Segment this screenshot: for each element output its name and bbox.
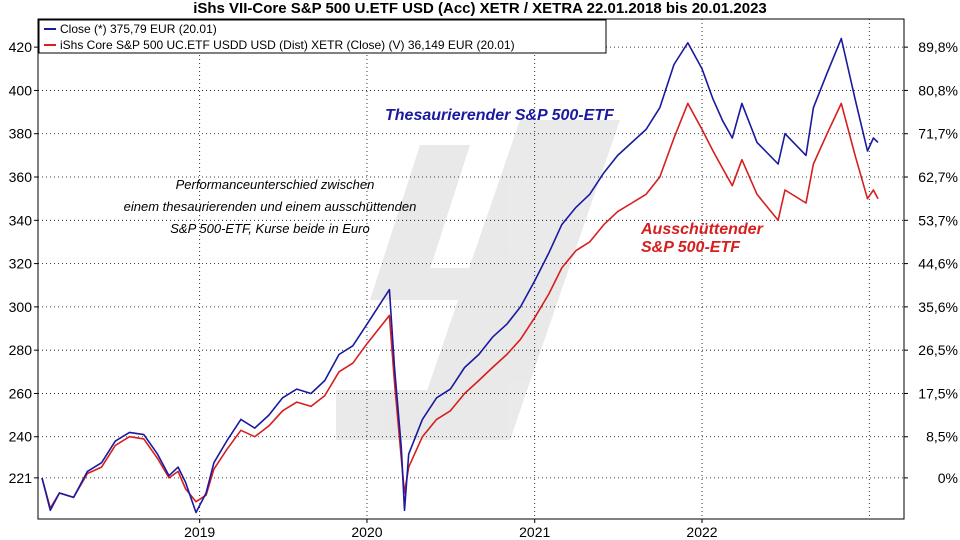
series-line-distributing	[41, 102, 879, 509]
y-tick-label-right: 89,8%	[918, 39, 958, 55]
y-tick-label-right: 71,7%	[918, 126, 958, 142]
plot-area	[37, 18, 905, 520]
legend-box	[38, 19, 607, 54]
y-axis-left: 420 400 380 360 340 320 300 280 260 240 221	[9, 39, 38, 486]
x-tick-label: 2019	[184, 524, 215, 540]
chart-title: iShs VII-Core S&P 500 U.ETF USD (Acc) XE…	[193, 0, 767, 17]
y-tick-label-left: 400	[9, 82, 33, 98]
y-tick-label-right: 80,8%	[918, 82, 958, 98]
y-tick-label-left: 300	[9, 299, 33, 315]
x-axis: 2019 2020 2021 2022	[184, 519, 718, 540]
y-tick-label-right: 0%	[938, 470, 958, 486]
y-tick-label-left: 420	[9, 39, 33, 55]
y-tick-label-left: 360	[9, 169, 33, 185]
legend-entry-accumulating: Close (*) 375,79 EUR (20.01)	[60, 22, 217, 36]
series-line-accumulating	[41, 37, 879, 514]
y-tick-label-right: 35,6%	[918, 299, 958, 315]
x-tick-label: 2022	[686, 524, 717, 540]
watermark-logo	[336, 120, 620, 440]
annotation-accumulating: Thesaurierender S&P 500-ETF	[385, 107, 615, 124]
y-tick-label-right: 26,5%	[918, 342, 958, 358]
x-tick-label: 2020	[351, 524, 382, 540]
y-tick-label-right: 53,7%	[918, 212, 958, 228]
annotation-distributing-line1: Ausschüttender	[640, 221, 764, 238]
y-tick-label-left: 340	[9, 212, 33, 228]
annotation-note-line2: einem thesaurierenden und einem ausschüt…	[124, 199, 417, 214]
y-tick-label-left: 240	[9, 429, 33, 445]
y-tick-label-right: 8,5%	[926, 429, 958, 445]
y-tick-label-right: 17,5%	[918, 385, 958, 401]
y-tick-label-left: 320	[9, 256, 33, 272]
annotation-note-line1: Performanceunterschied zwischen	[176, 177, 375, 192]
y-tick-label-left: 380	[9, 126, 33, 142]
y-tick-label-left: 221	[9, 470, 33, 486]
annotation-note-line3: S&P 500-ETF, Kurse beide in Euro	[170, 221, 369, 236]
legend-entry-distributing: iShs Core S&P 500 UC.ETF USDD USD (Dist)…	[60, 38, 515, 52]
series-layer	[41, 37, 879, 514]
y-tick-label-left: 260	[9, 385, 33, 401]
y-tick-label-right: 44,6%	[918, 256, 958, 272]
annotation-distributing-line2: S&P 500-ETF	[641, 239, 741, 256]
y-tick-label-right: 62,7%	[918, 169, 958, 185]
x-tick-label: 2021	[519, 524, 550, 540]
y-tick-label-left: 280	[9, 342, 33, 358]
y-axis-right: 89,8% 80,8% 71,7% 62,7% 53,7% 44,6% 35,6% 26,5%…	[904, 39, 958, 486]
legend: Close (*) 375,79 EUR (20.01) iShs Core S…	[38, 19, 607, 54]
